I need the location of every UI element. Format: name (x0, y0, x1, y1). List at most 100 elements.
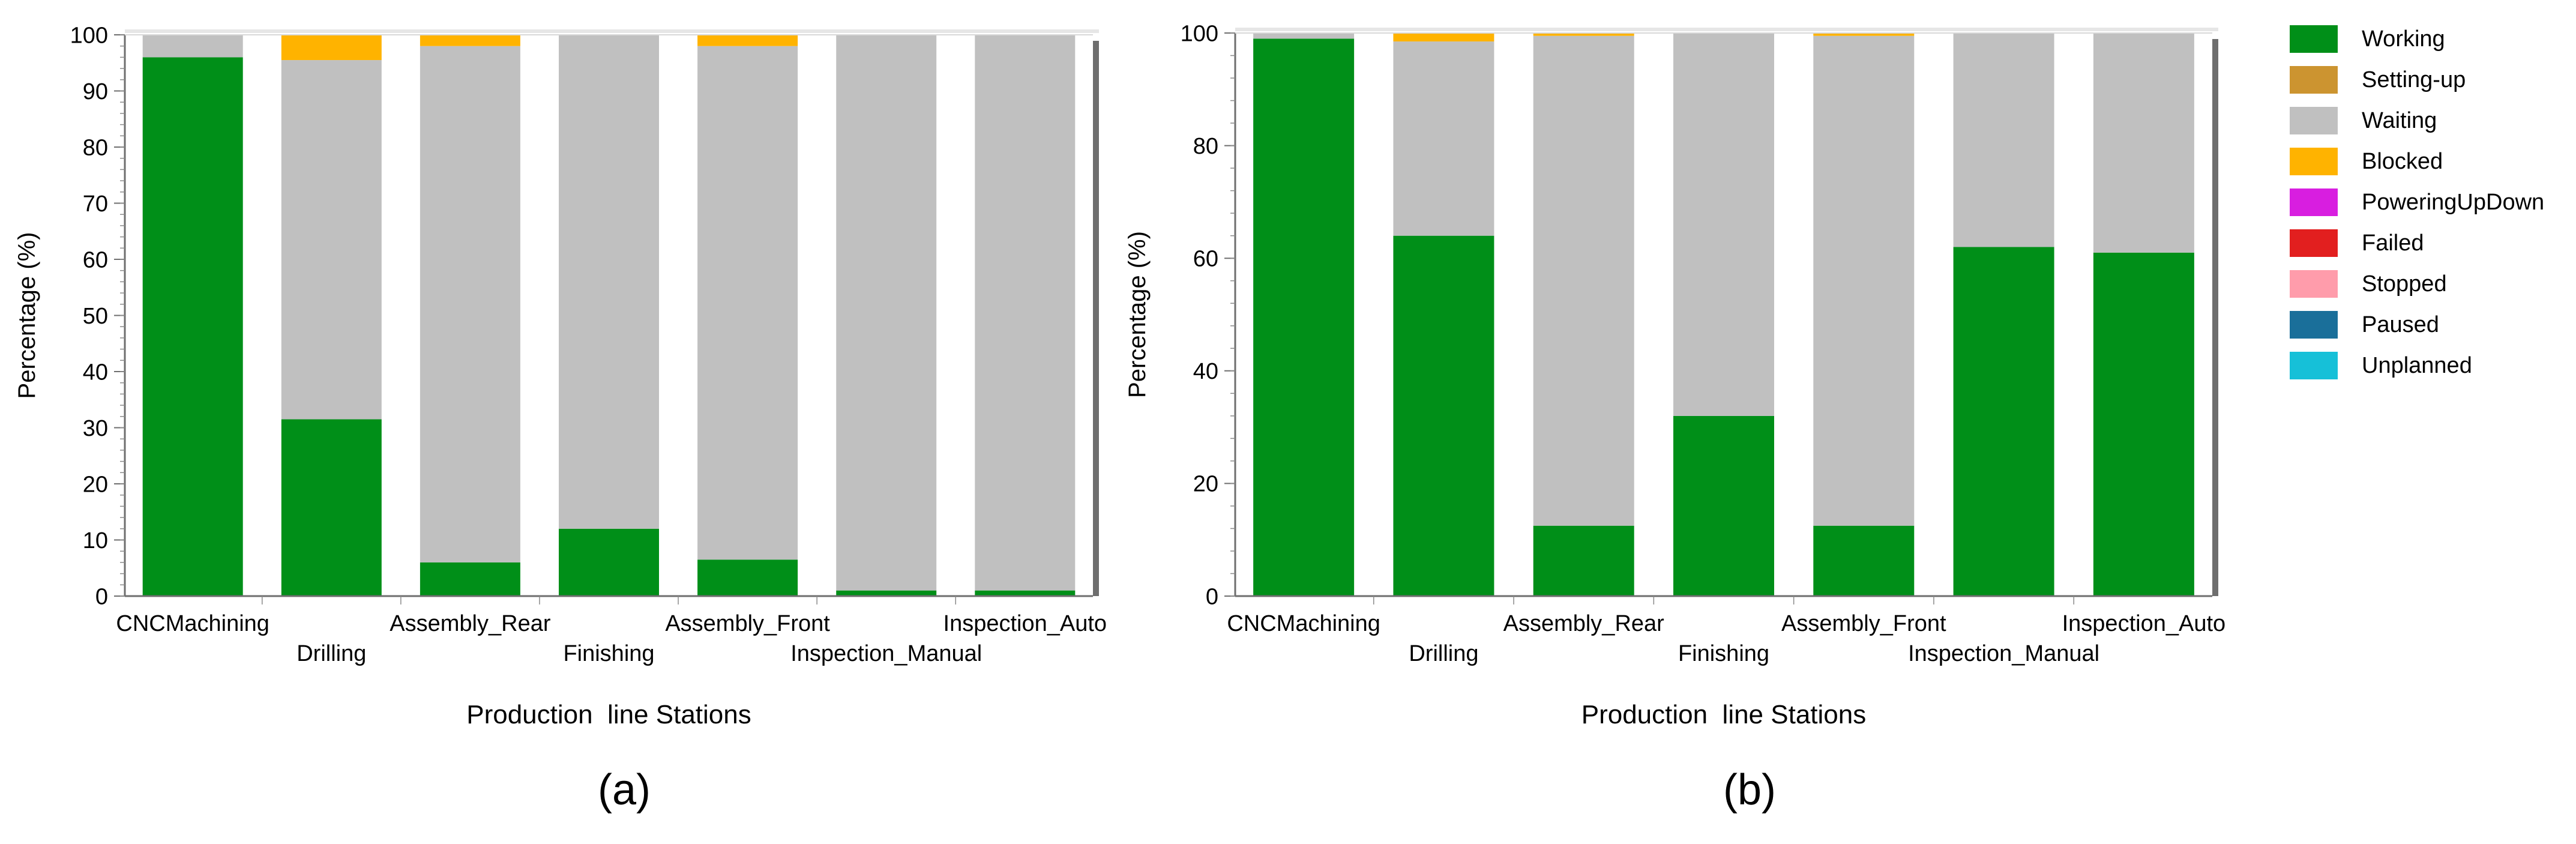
chart-b: 0 20 40 60 80 100 CNCMachining Drilling Assembl… (1124, 21, 2225, 814)
bar-drilling-working (1393, 235, 1494, 596)
bar-cncmachining-waiting (142, 35, 243, 58)
chart-a: 0 10 20 30 40 50 60 70 80 90 100 CNCMachining Drill… (14, 23, 1107, 814)
bar-inspection-manual-working (1953, 247, 2054, 596)
legend-label-setting-up: Setting-up (2362, 67, 2466, 92)
x-tick-label: Assembly_Rear (390, 611, 551, 636)
bar-finishing-waiting (559, 35, 659, 529)
legend-swatch-stopped (2290, 270, 2338, 298)
chart-a-caption: (a) (598, 766, 651, 814)
bar-assembly-front-blocked (697, 35, 798, 46)
bar-assembly-front-working (1813, 525, 1915, 596)
bar-assembly-front-working (697, 559, 798, 596)
bar-cncmachining-waiting (1253, 33, 1355, 39)
bar-finishing-waiting (1673, 33, 1774, 416)
y-tick-label: 20 (83, 472, 108, 497)
y-tick-label: 50 (83, 304, 108, 329)
bar-assembly-rear-working (420, 562, 520, 596)
chart-b-ticks: 0 20 40 60 80 100 (1181, 21, 2074, 609)
y-tick-label: 0 (1206, 584, 1218, 609)
legend-label-waiting: Waiting (2362, 108, 2437, 133)
y-tick-label: 10 (83, 528, 108, 553)
bar-assembly-rear-waiting (420, 46, 520, 562)
legend-swatch-unplanned (2290, 352, 2338, 379)
legend-label-blocked: Blocked (2362, 149, 2443, 174)
x-tick-label: Assembly_Front (665, 611, 830, 636)
legend: Working Setting-up Waiting Blocked PoweringU… (2290, 25, 2544, 379)
y-tick-label: 60 (83, 247, 108, 273)
bar-inspection-manual-waiting (1953, 33, 2054, 247)
y-tick-label: 20 (1193, 472, 1218, 497)
y-tick-label: 90 (83, 79, 108, 104)
bar-inspection-auto-waiting (975, 35, 1076, 591)
x-tick-label: Finishing (563, 641, 654, 666)
bar-cncmachining-working (1253, 38, 1355, 596)
y-tick-label: 0 (95, 584, 108, 609)
legend-label-working: Working (2362, 26, 2445, 52)
bar-assembly-rear-blocked (420, 35, 520, 46)
y-tick-label: 40 (83, 360, 108, 385)
chart-b-axes (1234, 28, 2218, 597)
x-tick-label: CNCMachining (1227, 611, 1380, 636)
y-tick-label: 60 (1193, 247, 1218, 272)
legend-swatch-waiting (2290, 107, 2338, 134)
bar-drilling-working (281, 419, 382, 596)
legend-label-paused: Paused (2362, 312, 2439, 337)
chart-a-x-axis-label: Production line Stations (466, 700, 751, 729)
y-tick-label: 40 (1193, 359, 1218, 384)
chart-b-x-axis-label: Production line Stations (1581, 700, 1867, 729)
x-tick-label: Assembly_Rear (1503, 611, 1665, 636)
bar-assembly-rear-waiting (1533, 35, 1634, 526)
bar-cncmachining-working (142, 57, 243, 596)
chart-b-x-labels: CNCMachining Drilling Assembly_Rear Finishi… (1227, 611, 2225, 666)
x-tick-label: Drilling (296, 641, 366, 666)
x-tick-label: Inspection_Manual (790, 641, 982, 666)
chart-b-caption: (b) (1723, 766, 1776, 814)
bar-drilling-blocked (1393, 33, 1494, 42)
bar-assembly-front-blocked (1813, 33, 1915, 36)
right-border-shadow (1093, 41, 1099, 596)
legend-label-failed: Failed (2362, 231, 2424, 256)
x-tick-label: Finishing (1678, 641, 1769, 666)
bar-inspection-manual-working (836, 590, 937, 596)
x-tick-label: Inspection_Auto (2062, 611, 2226, 636)
x-tick-label: Drilling (1409, 641, 1478, 666)
y-tick-label: 80 (83, 135, 108, 160)
legend-label-unplanned: Unplanned (2362, 353, 2472, 378)
legend-swatch-blocked (2290, 148, 2338, 175)
bar-assembly-front-waiting (697, 46, 798, 560)
chart-b-y-axis-label: Percentage (%) (1124, 231, 1151, 398)
legend-label-stopped: Stopped (2362, 271, 2447, 297)
bar-inspection-auto-waiting (2093, 33, 2194, 253)
chart-a-bars (142, 35, 1076, 596)
bar-finishing-working (559, 528, 659, 596)
bar-inspection-auto-working (2093, 252, 2194, 596)
bar-assembly-front-waiting (1813, 35, 1915, 526)
right-border-shadow (2212, 39, 2218, 596)
legend-swatch-paused (2290, 311, 2338, 339)
legend-swatch-working (2290, 25, 2338, 53)
y-tick-label: 30 (83, 416, 108, 441)
legend-swatch-poweringupdown (2290, 188, 2338, 216)
x-tick-label: Inspection_Manual (1908, 641, 2099, 666)
chart-b-bars (1253, 33, 2194, 596)
x-tick-label: Inspection_Auto (943, 611, 1107, 636)
bar-drilling-waiting (281, 60, 382, 420)
y-tick-label: 70 (83, 191, 108, 217)
chart-a-ticks: 0 10 20 30 40 50 60 70 80 90 100 (70, 23, 957, 609)
bar-assembly-rear-blocked (1533, 33, 1634, 36)
bar-assembly-rear-working (1533, 525, 1634, 596)
legend-swatch-setting-up (2290, 66, 2338, 94)
bar-drilling-waiting (1393, 41, 1494, 236)
chart-a-x-labels: CNCMachining Drilling Assembly_Rear Finishi… (116, 611, 1107, 666)
bar-finishing-working (1673, 415, 1774, 596)
bar-inspection-auto-working (975, 590, 1076, 596)
bar-drilling-blocked (281, 35, 382, 61)
y-tick-label: 80 (1193, 134, 1218, 159)
x-tick-label: Assembly_Front (1781, 611, 1946, 636)
legend-swatch-failed (2290, 229, 2338, 257)
bar-inspection-manual-waiting (836, 35, 937, 591)
legend-label-poweringupdown: PoweringUpDown (2362, 190, 2544, 215)
chart-a-y-axis-label: Percentage (%) (14, 232, 40, 399)
y-tick-label: 100 (70, 23, 108, 48)
